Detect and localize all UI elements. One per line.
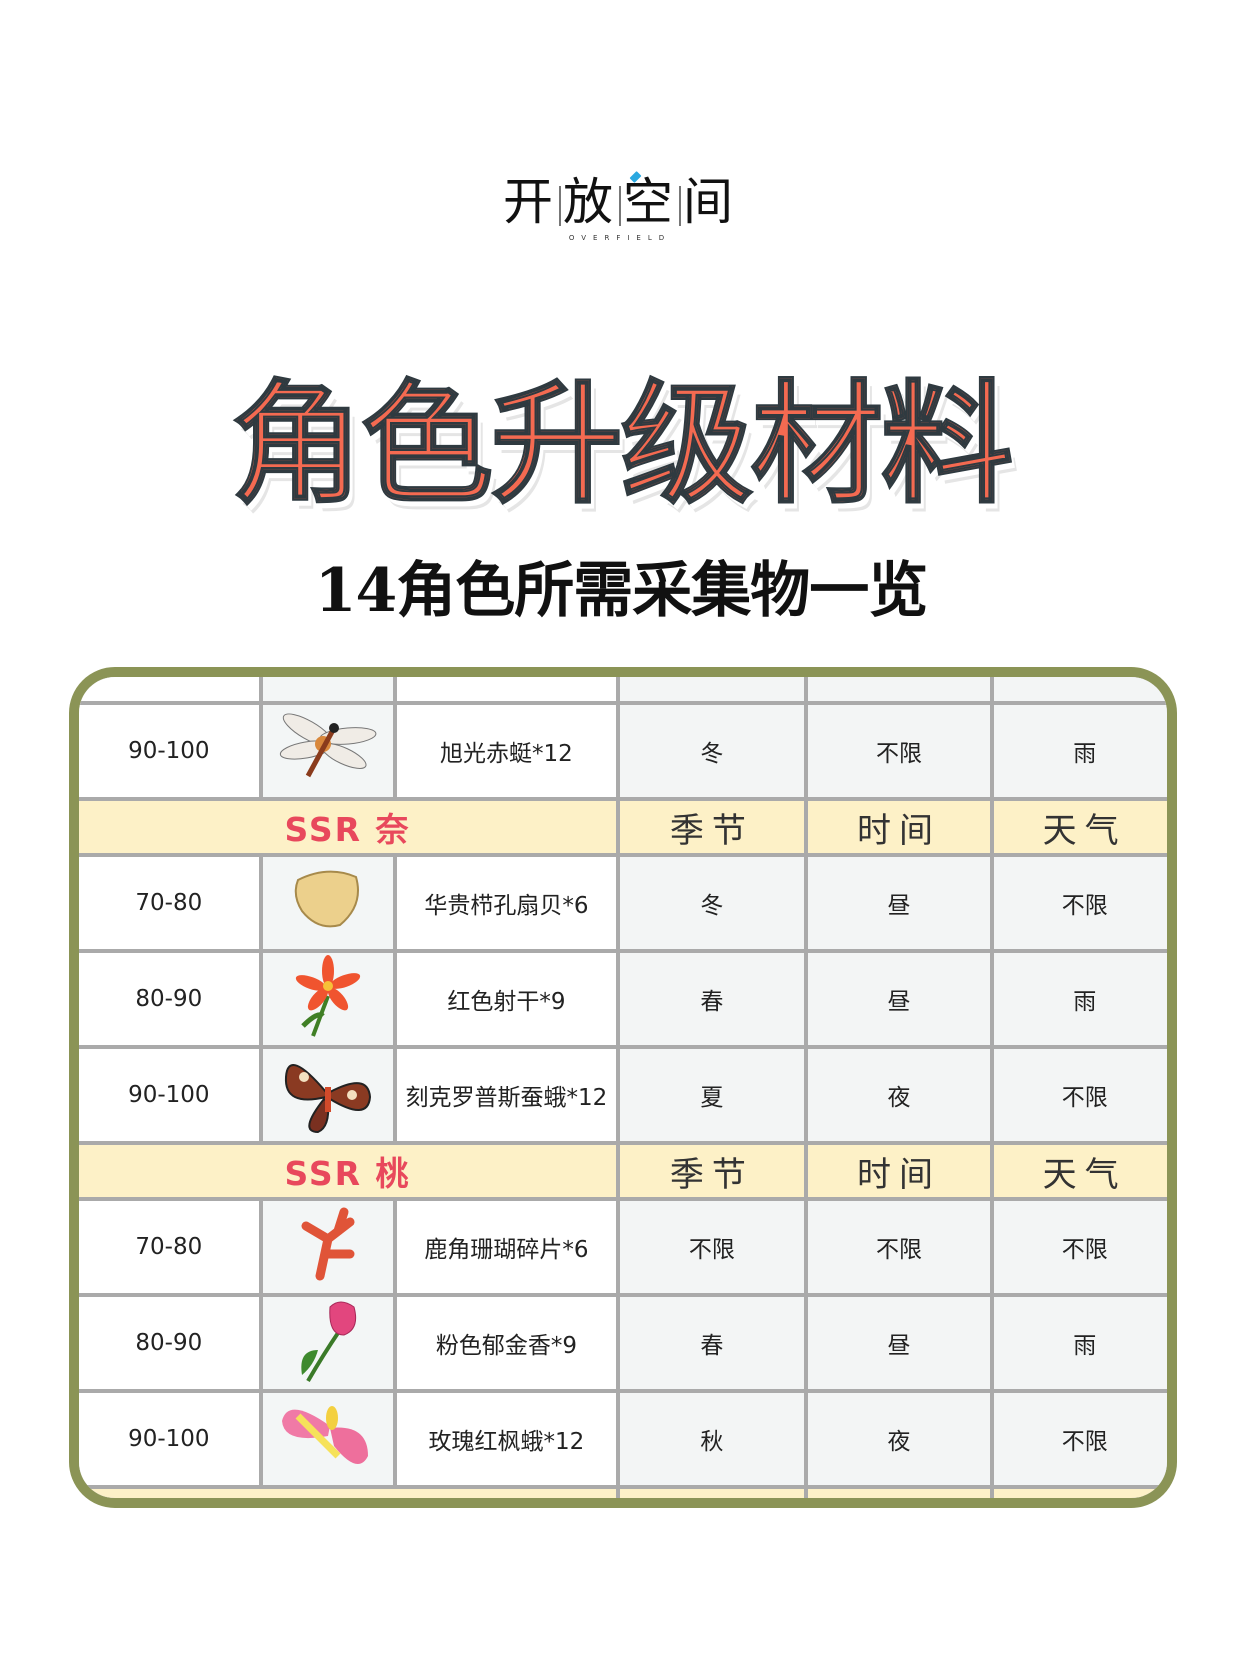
season-header: 季节: [620, 801, 804, 853]
material-icon-cell: [262, 1201, 393, 1293]
logo-char: 空: [623, 173, 677, 231]
material-icon-cell: [262, 705, 393, 797]
table-row-partial: [79, 677, 1167, 701]
weather-cell: 不限: [994, 1049, 1167, 1141]
table-row: 80-90 红色射干*9 春昼雨: [79, 953, 1167, 1045]
season-header: 季节: [620, 1145, 804, 1197]
coral-icon: [288, 1204, 368, 1290]
time-cell: 不限: [807, 1201, 991, 1293]
weather-cell: 雨: [994, 1297, 1167, 1389]
table-row: 70-80 鹿角珊瑚碎片*6 不限 不限 不限: [79, 1201, 1167, 1293]
materials-table-frame: 90-100 旭光赤蜓*12 冬不限雨 SSR 奈季节 时间 天气 70-80 华贵栉孔扇贝*…: [69, 667, 1177, 1508]
weather-header: 天气: [994, 1489, 1167, 1498]
season-cell: 春: [620, 953, 804, 1045]
level-range-cell: 90-100: [79, 705, 259, 797]
character-name: SSR 桃: [79, 1145, 617, 1197]
season-cell: 冬: [620, 857, 804, 949]
time-header: 时间: [807, 801, 991, 853]
material-name-cell: 旭光赤蜓*12: [396, 705, 617, 797]
material-name-cell: 红色射干*9: [396, 953, 617, 1045]
character-header-row: SSR 奈季节 时间 天气: [79, 801, 1167, 853]
weather-header: 天气: [994, 1145, 1167, 1197]
material-name-cell: 粉色郁金香*9: [396, 1297, 617, 1389]
season-cell: 不限: [620, 1201, 804, 1293]
materials-table: 90-100 旭光赤蜓*12 冬不限雨 SSR 奈季节 时间 天气 70-80 华贵栉孔扇贝*…: [79, 677, 1167, 1498]
table-cell: [79, 677, 259, 701]
table-cell: [994, 677, 1167, 701]
table-row: 80-90 粉色郁金香*9 春昼雨: [79, 1297, 1167, 1389]
level-range-cell: 90-100: [79, 1393, 259, 1485]
level-range-cell: 80-90: [79, 953, 259, 1045]
season-header: 季节: [620, 1489, 804, 1498]
material-name-cell: 华贵栉孔扇贝*6: [396, 857, 617, 949]
table-row: 90-100 旭光赤蜓*12 冬不限雨: [79, 705, 1167, 797]
character-header-row: SSR 桃季节 时间 天气: [79, 1145, 1167, 1197]
overfield-logo: 开放空间 OVERFIELD: [500, 170, 740, 252]
time-header: 时间: [807, 1489, 991, 1498]
table-cell: [396, 677, 617, 701]
weather-cell: 雨: [994, 953, 1167, 1045]
table-row: 70-80 华贵栉孔扇贝*6 冬昼不限: [79, 857, 1167, 949]
time-cell: 昼: [807, 1297, 991, 1389]
material-name-cell: 刻克罗普斯蚕蛾*12: [396, 1049, 617, 1141]
page-subtitle: 14角色所需采集物一览: [314, 556, 929, 626]
logo-text: 开放空间: [500, 172, 740, 232]
logo-char: 放: [563, 173, 617, 231]
table-cell: [620, 677, 804, 701]
table-cell: [807, 677, 991, 701]
material-name-cell: 鹿角珊瑚碎片*6: [396, 1201, 617, 1293]
page-title: 角色升级材料: [230, 367, 1014, 522]
time-cell: 昼: [807, 857, 991, 949]
table-row: 90-100 玫瑰红枫蛾*12 秋夜不限: [79, 1393, 1167, 1485]
season-cell: 夏: [620, 1049, 804, 1141]
character-name: SSR 奈: [79, 801, 617, 853]
weather-cell: 不限: [994, 1393, 1167, 1485]
level-range-cell: 80-90: [79, 1297, 259, 1389]
shell-icon: [288, 865, 368, 941]
logo-char: 开: [503, 173, 557, 231]
material-icon-cell: [262, 857, 393, 949]
material-icon-cell: [262, 953, 393, 1045]
time-cell: 不限: [807, 705, 991, 797]
table-row: 90-100 刻克罗普斯蚕蛾*12 夏夜不限: [79, 1049, 1167, 1141]
logo-subtitle: OVERFIELD: [568, 234, 672, 242]
season-cell: 秋: [620, 1393, 804, 1485]
level-range-cell: 70-80: [79, 1201, 259, 1293]
time-cell: 夜: [807, 1049, 991, 1141]
season-cell: 冬: [620, 705, 804, 797]
material-name-cell: 玫瑰红枫蛾*12: [396, 1393, 617, 1485]
moth-icon: [278, 1049, 378, 1141]
material-icon-cell: [262, 1049, 393, 1141]
dragonfly-icon: [278, 708, 378, 794]
level-range-cell: 70-80: [79, 857, 259, 949]
table-cell: [262, 677, 393, 701]
character-header-row: SSR季节时间天气: [79, 1489, 1167, 1498]
logo-char: 间: [683, 173, 737, 231]
lily-icon: [283, 953, 373, 1045]
season-cell: 春: [620, 1297, 804, 1389]
material-icon-cell: [262, 1297, 393, 1389]
weather-cell: 不限: [994, 857, 1167, 949]
character-name: SSR: [79, 1489, 617, 1498]
weather-cell: 雨: [994, 705, 1167, 797]
material-icon-cell: [262, 1393, 393, 1485]
weather-cell: 不限: [994, 1201, 1167, 1293]
pink-moth-icon: [278, 1396, 378, 1482]
tulip-icon: [288, 1297, 368, 1389]
level-range-cell: 90-100: [79, 1049, 259, 1141]
time-cell: 夜: [807, 1393, 991, 1485]
weather-header: 天气: [994, 801, 1167, 853]
time-cell: 昼: [807, 953, 991, 1045]
time-header: 时间: [807, 1145, 991, 1197]
